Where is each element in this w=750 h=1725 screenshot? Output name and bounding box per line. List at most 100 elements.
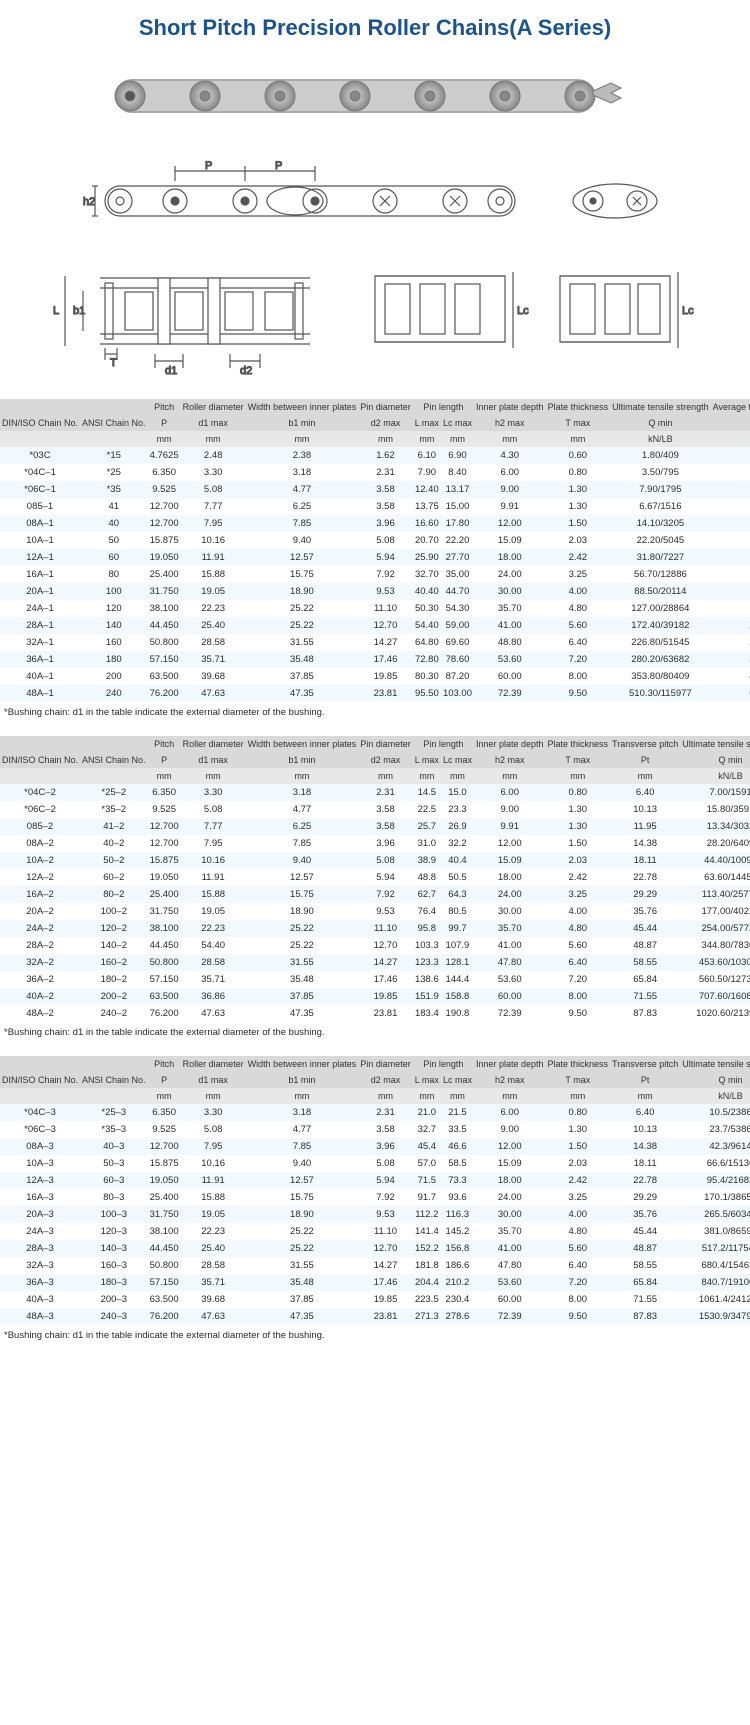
table-cell: 76.200 [148,1308,181,1325]
table-cell: 6.00 [474,1104,546,1121]
svg-text:b1: b1 [73,305,85,317]
table-row: *06C–2*35–29.5255.084.773.5822.523.39.00… [0,801,750,818]
table-cell: 12.700 [148,835,181,852]
table-row: 28A–114044.45025.4025.2212.7054.4059.004… [0,617,750,634]
col-header: Inner plate depth [474,1056,546,1072]
table-cell: 107.9 [441,937,474,954]
table-cell: 6.25 [246,818,359,835]
table-cell: 9.525 [148,1121,181,1138]
table-cell: 4.30 [474,447,546,464]
table-cell: 120 [80,600,148,617]
col-symbol: T max [546,415,611,431]
table-cell: 50–2 [80,852,148,869]
col-unit: mm [358,431,413,447]
col-unit: mm [246,431,359,447]
table-cell: 2.42 [546,549,611,566]
table-cell: 18.00 [474,1172,546,1189]
table-row: 48A–2240–276.20047.6347.3523.81183.4190.… [0,1005,750,1022]
table-cell: 12.700 [148,1138,181,1155]
table-cell: 31.55 [246,954,359,971]
table-cell: 18.90 [246,583,359,600]
col-unit: mm [546,1088,611,1104]
col-header: Roller diameter [181,399,246,415]
table-cell: 25.22 [246,617,359,634]
table-cell: 93.6 [441,1189,474,1206]
table-cell: 200–3 [80,1291,148,1308]
table-cell: 29.29 [610,886,680,903]
col-header: Width between inner plates [246,399,359,415]
table-cell: 47.63 [181,1005,246,1022]
table-cell: 20.70 [413,532,441,549]
col-unit: mm [546,768,611,784]
table-cell: 53.60 [474,971,546,988]
col-symbol: L max [413,1072,441,1088]
svg-text:d2: d2 [240,365,252,377]
col-header: Inner plate depth [474,736,546,752]
col-unit: mm [413,1088,441,1104]
table-cell: 7.20 [546,651,611,668]
table-cell: *04C–2 [0,784,80,801]
table-cell: 15.00 [441,498,474,515]
table-cell: 35.76 [610,1206,680,1223]
table-cell: 25.22 [246,937,359,954]
table-cell: 12.00 [474,515,546,532]
col-unit: mm [413,431,441,447]
table-cell: 71.55 [610,988,680,1005]
table-cell: 23.81 [358,1308,413,1325]
table-cell: 15.75 [246,1189,359,1206]
col-unit: mm [358,768,413,784]
table-cell: 3.58 [358,818,413,835]
table-cell: 35.70 [474,920,546,937]
table-cell: 28A–3 [0,1240,80,1257]
table-cell: 3.58 [358,498,413,515]
table-cell: 28.58 [181,634,246,651]
table-cell: 41.5 [711,549,750,566]
table-cell: 46.6 [441,1138,474,1155]
table-cell: 10A–1 [0,532,80,549]
col-header: Average tensile strength [711,399,750,415]
table-cell: 17.46 [358,971,413,988]
table-cell: 91.7 [413,1189,441,1206]
table-cell: 7.77 [181,818,246,835]
table-cell: 21.5 [441,1104,474,1121]
table-cell: 63.500 [148,988,181,1005]
table-cell: 22.23 [181,920,246,937]
col-symbol: T max [546,752,611,768]
col-unit: kN/LB [680,1088,750,1104]
table1-head: DIN/ISO Chain No.ANSI Chain No.PitchRoll… [0,399,750,447]
table-cell: 32.2 [441,835,474,852]
table-cell: 47.63 [181,685,246,702]
table-cell: 95.50 [413,685,441,702]
table-cell: 15.88 [181,566,246,583]
table-cell: 6.90 [441,447,474,464]
table-cell: 33.5 [441,1121,474,1138]
table-cell: 31.0 [413,835,441,852]
table-cell: 50.800 [148,1257,181,1274]
table-cell: 1.50 [546,1138,611,1155]
table-cell: 1.30 [546,481,611,498]
table-cell: 5.08 [181,801,246,818]
table-cell: *35–3 [80,1121,148,1138]
table-cell: 9.91 [474,818,546,835]
table-cell: 1.62 [358,447,413,464]
table-cell: 72.39 [474,1005,546,1022]
col-header: Transverse pitch [610,1056,680,1072]
col-header: Transverse pitch [610,736,680,752]
table-cell: 58.55 [610,1257,680,1274]
table-cell: 48.8 [413,869,441,886]
table-cell: 6.40 [610,1104,680,1121]
table-cell: 112.2 [413,1206,441,1223]
col-unit: mm [181,431,246,447]
table-cell: 10.13 [610,1121,680,1138]
table-cell: *35 [80,481,148,498]
table-cell: 24A–2 [0,920,80,937]
table-row: 20A–110031.75019.0518.909.5340.4044.7030… [0,583,750,600]
table-cell: 8.00 [546,1291,611,1308]
table-cell: 69.60 [441,634,474,651]
col-symbol: h2 max [474,415,546,431]
table-cell: 41.00 [474,617,546,634]
table-cell: 12.700 [148,515,181,532]
table-cell: 140–2 [80,937,148,954]
table-cell: 11.91 [181,1172,246,1189]
table-cell: 60–3 [80,1172,148,1189]
